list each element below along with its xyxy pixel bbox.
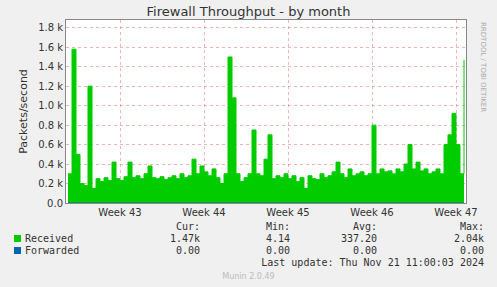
svg-text:Week 44: Week 44: [182, 207, 225, 218]
html-text:0.00: 0.00: [352, 245, 377, 256]
svg-text:1.8 k: 1.8 k: [38, 22, 63, 33]
html-text:Received: Received: [25, 233, 74, 244]
svg-text:1.0 k: 1.0 k: [38, 100, 63, 111]
svg-text:1.2 k: 1.2 k: [38, 81, 63, 92]
svg-text:Week 47: Week 47: [434, 207, 477, 218]
html-text:Last update: Thu Nov 21 11:00:: Last update: Thu Nov 21 11:00:03 2024: [261, 257, 484, 268]
html-text:Max:: Max:: [459, 221, 484, 232]
html-text:0.00: 0.00: [459, 245, 484, 256]
html-text:4.14: 4.14: [265, 233, 290, 244]
html-text:1.47k: 1.47k: [169, 233, 200, 244]
html-text:Munin 2.0.49: Munin 2.0.49: [222, 272, 275, 281]
svg-text:Week 45: Week 45: [266, 207, 309, 218]
svg-text:Week 46: Week 46: [350, 207, 393, 218]
html-text:Cur:: Cur:: [175, 221, 200, 232]
svg-text:0.2 k: 0.2 k: [38, 178, 63, 189]
svg-text:1.6 k: 1.6 k: [38, 42, 63, 53]
html-text:RRDTOOL / TOBI OETIKER: RRDTOOL / TOBI OETIKER: [479, 22, 487, 113]
svg-text:1.4 k: 1.4 k: [38, 61, 63, 72]
svg-text:Packets/second: Packets/second: [17, 69, 30, 154]
html-text:Avg:: Avg:: [352, 221, 377, 232]
html-text:2.04k: 2.04k: [453, 233, 484, 244]
html-text:337.20: 337.20: [340, 233, 377, 244]
html-text:0.00: 0.00: [175, 245, 200, 256]
svg-text:0.4 k: 0.4 k: [38, 159, 63, 170]
svg-text:Week 43: Week 43: [98, 207, 141, 218]
html-text:0.00: 0.00: [265, 245, 290, 256]
svg-text:0.8 k: 0.8 k: [38, 120, 63, 131]
html-text:Forwarded: Forwarded: [25, 245, 80, 256]
svg-text:0.0: 0.0: [47, 198, 63, 209]
svg-text:0.6 k: 0.6 k: [38, 139, 63, 150]
svg-text:Firewall Throughput - by month: Firewall Throughput - by month: [147, 4, 351, 19]
html-text:Min:: Min:: [265, 221, 290, 232]
